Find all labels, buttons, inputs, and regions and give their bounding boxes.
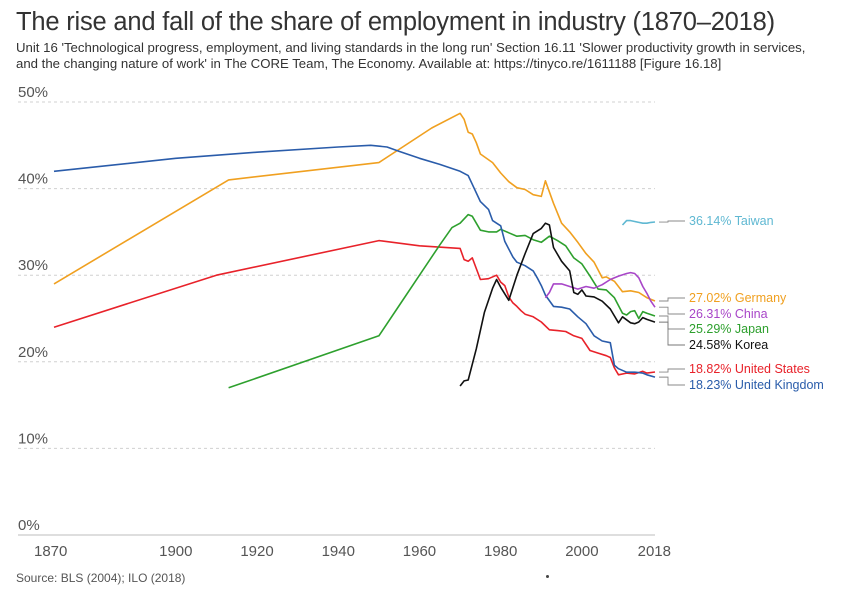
- end-label-japan: 25.29% Japan: [689, 322, 769, 336]
- decorative-dot: [546, 575, 549, 578]
- source-note: Source: BLS (2004); ILO (2018): [16, 571, 186, 585]
- series-line-united-states: [53, 239, 656, 376]
- series-line-korea: [459, 222, 656, 387]
- chart-title: The rise and fall of the share of employ…: [16, 8, 775, 36]
- x-tick-label: 1980: [484, 543, 517, 560]
- x-tick-label: 1920: [240, 543, 273, 560]
- leader-line: [659, 368, 685, 373]
- leader-line: [659, 306, 685, 315]
- x-tick-label: 2018: [638, 543, 671, 560]
- end-label-germany: 27.02% Germany: [689, 291, 787, 305]
- y-tick-label: 50%: [18, 84, 48, 101]
- series-line-japan: [228, 213, 656, 389]
- y-tick-label: 40%: [18, 171, 48, 188]
- x-tick-label: 1940: [322, 543, 355, 560]
- x-tick-label: 1900: [159, 543, 192, 560]
- y-axis-ticks: 0% 10% 20% 30% 40% 50%: [18, 84, 48, 534]
- end-label-korea: 24.58% Korea: [689, 338, 768, 352]
- x-tick-label: 2000: [565, 543, 598, 560]
- y-tick-label: 20%: [18, 344, 48, 361]
- series-line-taiwan: [621, 219, 656, 226]
- chart-subtitle: Unit 16 'Technological progress, employm…: [16, 40, 806, 71]
- series-line-united-kingdom: [53, 144, 656, 378]
- end-label-united-states: 18.82% United States: [689, 362, 810, 376]
- x-tick-label: 1870: [34, 543, 67, 560]
- leader-line: [659, 321, 685, 346]
- x-tick-label: 1960: [403, 543, 436, 560]
- series-line-china: [544, 271, 656, 308]
- y-tick-label: 10%: [18, 430, 48, 447]
- end-label-taiwan: 36.14% Taiwan: [689, 214, 774, 228]
- y-tick-label: 30%: [18, 257, 48, 274]
- end-label-united-kingdom: 18.23% United Kingdom: [689, 378, 824, 392]
- y-tick-label: 0%: [18, 517, 40, 534]
- series-line-germany: [53, 112, 656, 302]
- leader-line: [659, 297, 685, 302]
- x-axis-ticks: 1870 1900 1920 1940 1960 1980 2000 2018: [34, 543, 671, 560]
- series-lines: [53, 112, 656, 389]
- leader-line: [659, 376, 685, 386]
- leader-line: [659, 220, 685, 223]
- end-label-china: 26.31% China: [689, 307, 768, 321]
